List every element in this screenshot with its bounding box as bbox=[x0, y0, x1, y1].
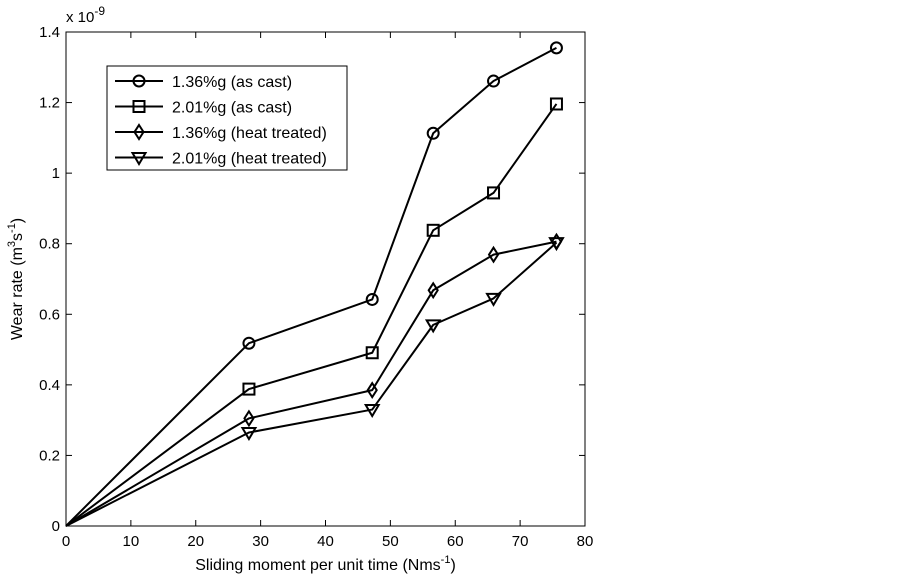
x-axis-label: Sliding moment per unit time (Nms-1) bbox=[195, 554, 456, 574]
x-tick-label: 20 bbox=[187, 533, 204, 550]
y-tick-label: 0 bbox=[52, 518, 60, 535]
tick-marks bbox=[65, 31, 586, 527]
series-lines bbox=[65, 41, 565, 527]
x-tick-label: 0 bbox=[62, 533, 70, 550]
data-point-marker bbox=[487, 245, 500, 264]
legend-marker bbox=[133, 123, 145, 141]
x-tick-label: 50 bbox=[382, 533, 399, 550]
data-point-marker bbox=[242, 382, 256, 396]
y-tick-label: 1.4 bbox=[39, 24, 60, 41]
legend-entry: 1.36%g (as cast) bbox=[115, 74, 292, 91]
y-tick-labels: 0 0.2 0.4 0.6 0.8 1 1.2 1.4 bbox=[39, 24, 60, 535]
data-point-marker bbox=[426, 126, 440, 140]
legend-entry: 1.36%g (heat treated) bbox=[115, 123, 327, 142]
legend-marker bbox=[130, 152, 148, 166]
series-4 bbox=[65, 237, 565, 527]
data-point-marker bbox=[427, 281, 439, 300]
legend-entry: 2.01%g (as cast) bbox=[115, 100, 292, 117]
series-line bbox=[65, 241, 558, 527]
data-point-marker bbox=[485, 292, 502, 307]
x-tick-labels: 0 10 20 30 40 50 60 70 80 bbox=[62, 533, 594, 550]
series-1 bbox=[65, 41, 563, 527]
data-point-marker bbox=[242, 336, 256, 350]
y-axis-label: Wear rate (m3s-1) bbox=[6, 218, 26, 340]
x-tick-label: 10 bbox=[123, 533, 140, 550]
data-point-marker bbox=[487, 186, 501, 200]
x-tick-label: 30 bbox=[252, 533, 269, 550]
y-tick-label: 1 bbox=[52, 165, 60, 182]
data-point-marker bbox=[424, 319, 442, 334]
x-tick-label: 60 bbox=[447, 533, 464, 550]
series-line bbox=[65, 46, 557, 527]
y-tick-label: 0.4 bbox=[39, 377, 60, 394]
data-point-marker bbox=[426, 223, 440, 237]
legend-label: 1.36%g (heat treated) bbox=[172, 125, 327, 142]
series-3 bbox=[65, 232, 563, 527]
data-point-marker bbox=[365, 292, 379, 306]
y-tick-label: 0.6 bbox=[39, 306, 60, 323]
data-point-marker bbox=[366, 381, 378, 399]
legend-label: 1.36%g (as cast) bbox=[172, 74, 292, 91]
data-point-marker bbox=[363, 404, 381, 419]
data-point-marker bbox=[365, 346, 379, 360]
legend-label: 2.01%g (heat treated) bbox=[172, 151, 327, 168]
data-point-marker bbox=[487, 74, 501, 88]
data-point-marker bbox=[549, 41, 563, 55]
series-line bbox=[65, 103, 558, 527]
y-tick-label: 0.2 bbox=[39, 447, 60, 464]
legend-entry: 2.01%g (heat treated) bbox=[115, 151, 327, 168]
data-point-marker bbox=[240, 426, 258, 441]
x-tick-label: 40 bbox=[317, 533, 334, 550]
data-point-marker bbox=[549, 97, 563, 111]
legend-marker bbox=[132, 74, 146, 88]
x-tick-label: 70 bbox=[512, 533, 529, 550]
data-point-marker bbox=[548, 237, 565, 252]
y-exponent-label: x 10-9 bbox=[66, 4, 105, 26]
x-tick-label: 80 bbox=[577, 533, 594, 550]
series-line bbox=[65, 240, 557, 527]
data-point-marker bbox=[243, 409, 255, 428]
legend: 1.36%g (as cast) 2.01%g (as cast) 1.36%g (… bbox=[106, 65, 348, 171]
legend-box bbox=[106, 65, 348, 171]
y-tick-label: 0.8 bbox=[39, 236, 60, 253]
legend-marker bbox=[132, 100, 146, 113]
series-2 bbox=[65, 97, 563, 527]
y-tick-label: 1.2 bbox=[39, 95, 60, 112]
legend-label: 2.01%g (as cast) bbox=[172, 100, 292, 117]
